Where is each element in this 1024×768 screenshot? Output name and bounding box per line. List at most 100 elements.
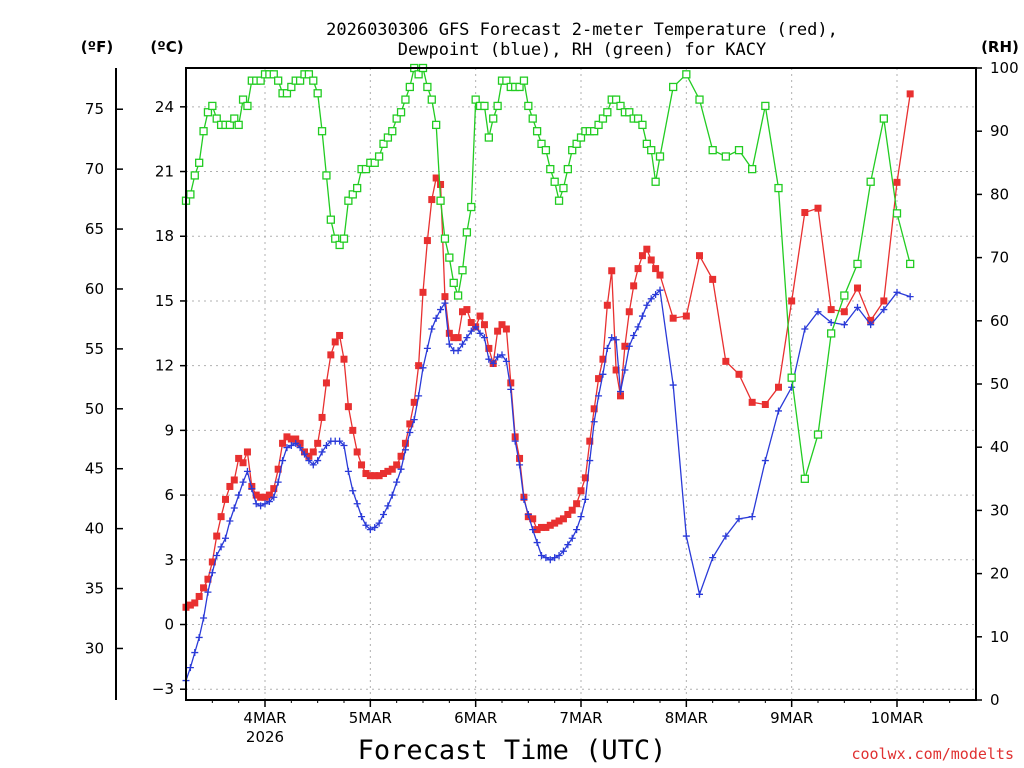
dewpoint-point [195, 633, 203, 641]
temperature-point [498, 321, 506, 329]
temperature-point [656, 271, 664, 279]
rh-point [203, 108, 213, 117]
temperature-point [358, 461, 366, 469]
rh-point [230, 114, 239, 123]
temperature-point [208, 558, 216, 566]
dewpoint-point [265, 498, 273, 506]
temperature-point [533, 526, 541, 534]
celsius-tick-label: 6 [164, 486, 174, 504]
temperature-point [261, 493, 269, 501]
temperature-point [722, 357, 730, 365]
plot-frame [185, 67, 977, 701]
dewpoint-point [498, 351, 506, 359]
rh-point [458, 266, 467, 275]
temperature-point [274, 465, 282, 473]
rh-point [427, 95, 436, 104]
time-tick-label: 7MAR [559, 709, 602, 727]
celsius-tick-label: 24 [155, 98, 174, 116]
temperature-point [538, 523, 545, 531]
celsius-tick-label: 18 [155, 227, 174, 245]
dewpoint-point [362, 521, 370, 529]
rh-point [651, 177, 660, 186]
dewpoint-point [617, 388, 624, 396]
rh-point [572, 139, 581, 148]
rh-point [287, 82, 296, 92]
temperature-point [243, 448, 251, 456]
rh-point [484, 133, 493, 142]
dewpoint-point [375, 519, 383, 527]
rh-point [800, 474, 809, 483]
dewpoint-point [222, 534, 229, 542]
dewpoint-point [467, 327, 475, 335]
dewpoint-point [638, 312, 646, 320]
dewpoint-point [551, 554, 559, 562]
time-tick-year-label: 2026 [246, 728, 284, 746]
rh-point [269, 70, 278, 79]
dewpoint-point [445, 340, 453, 348]
temperature-point [186, 601, 194, 609]
dewpoint-point [437, 306, 445, 314]
rh-point [594, 120, 603, 130]
dewpoint-point [775, 407, 782, 415]
dewpoint-point [814, 308, 822, 316]
rh-tick-label: 40 [990, 438, 1009, 456]
temperature-point [270, 485, 278, 493]
dewpoint-point [489, 360, 497, 368]
temperature-point [696, 252, 703, 260]
temperature-point [612, 366, 620, 374]
temperature-point [748, 398, 756, 406]
dewpoint-point [257, 502, 265, 510]
temperature-point [551, 519, 559, 527]
rh-point [695, 95, 704, 104]
chart-title-line-2: Dewpoint (blue), RH (green) for KACY [398, 40, 766, 60]
temperature-point [638, 252, 646, 260]
dewpoint-point [480, 334, 488, 342]
temperature-point [252, 491, 260, 499]
dewpoint-point [652, 290, 660, 298]
dewpoint-point [669, 381, 677, 389]
temperature-point [432, 174, 440, 182]
rh-point [669, 82, 678, 92]
dewpoint-point [524, 510, 532, 518]
rh-point [576, 133, 586, 142]
temperature-point [213, 532, 221, 540]
dewpoint-point [590, 418, 598, 426]
temperature-point [573, 500, 581, 508]
temperature-point [595, 375, 603, 383]
series-line [185, 288, 911, 681]
fahrenheit-tick-label: 70 [85, 160, 104, 178]
rh-point [432, 120, 441, 130]
temperature-point [406, 420, 414, 428]
temperature-point [485, 344, 493, 352]
dewpoint-point [735, 515, 743, 523]
temperature-point [340, 355, 348, 363]
dewpoint-point [696, 590, 703, 598]
temperature-point [854, 284, 861, 292]
dewpoint-point [388, 491, 396, 499]
series-2 [181, 63, 915, 483]
rh-point [282, 89, 292, 98]
dewpoint-point [217, 543, 225, 551]
rh-point [234, 120, 243, 130]
dewpoint-point [595, 392, 603, 400]
dewpoint-point [318, 448, 326, 456]
dewpoint-point [213, 551, 221, 559]
rh-point [528, 114, 537, 123]
rh-point [392, 114, 401, 123]
dewpoint-point [401, 446, 409, 454]
rh-point [313, 89, 322, 98]
temperature-point [292, 435, 300, 443]
fahrenheit-tick-label: 35 [85, 580, 104, 598]
temperature-point [599, 355, 607, 363]
rh-point [879, 114, 888, 123]
temperature-point [775, 383, 782, 391]
rh-point [541, 146, 551, 155]
dewpoint-point [722, 532, 730, 540]
rh-point [212, 114, 221, 123]
rh-point [568, 146, 577, 155]
dewpoint-point [555, 551, 563, 559]
temperature-point [279, 439, 287, 447]
dewpoint-point [630, 331, 638, 339]
temperature-point [195, 592, 203, 600]
time-tick-label: 4MAR [243, 709, 286, 727]
